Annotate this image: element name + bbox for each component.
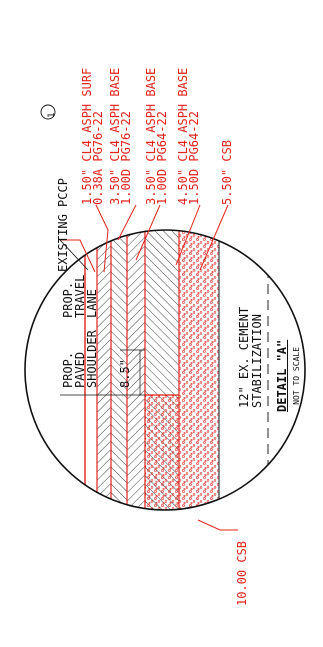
asphalt-base-layer-2 — [127, 230, 145, 510]
asphalt-base-layer-1 — [111, 230, 127, 510]
pavement-section — [60, 230, 269, 510]
note-bubble — [40, 104, 56, 120]
csb-layer — [179, 230, 219, 510]
asphalt-surf-layer — [97, 230, 111, 510]
shoulder-csb-layer — [145, 395, 179, 510]
layer-leaders — [60, 204, 238, 531]
detail-circle — [24, 229, 306, 511]
existing-pccp-layer — [85, 230, 97, 510]
